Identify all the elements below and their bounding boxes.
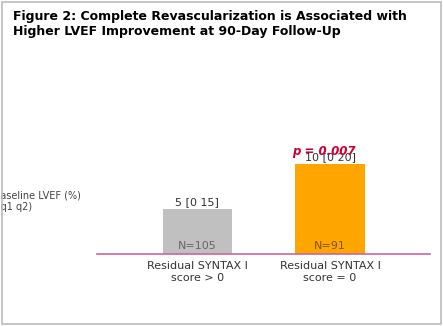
Text: N=91: N=91	[314, 241, 346, 251]
Text: Follow-up LVEF – Baseline LVEF (%)
Median (q1 q2): Follow-up LVEF – Baseline LVEF (%) Media…	[0, 191, 81, 212]
Text: N=105: N=105	[178, 241, 217, 251]
Text: p = 0.007: p = 0.007	[291, 144, 355, 157]
Bar	[163, 209, 232, 254]
Bar	[295, 164, 365, 254]
Text: 10 [0 20]: 10 [0 20]	[304, 152, 356, 162]
Text: 5 [0 15]: 5 [0 15]	[175, 197, 219, 207]
Text: Figure 2: Complete Revascularization is Associated with
Higher LVEF Improvement : Figure 2: Complete Revascularization is …	[13, 10, 407, 38]
